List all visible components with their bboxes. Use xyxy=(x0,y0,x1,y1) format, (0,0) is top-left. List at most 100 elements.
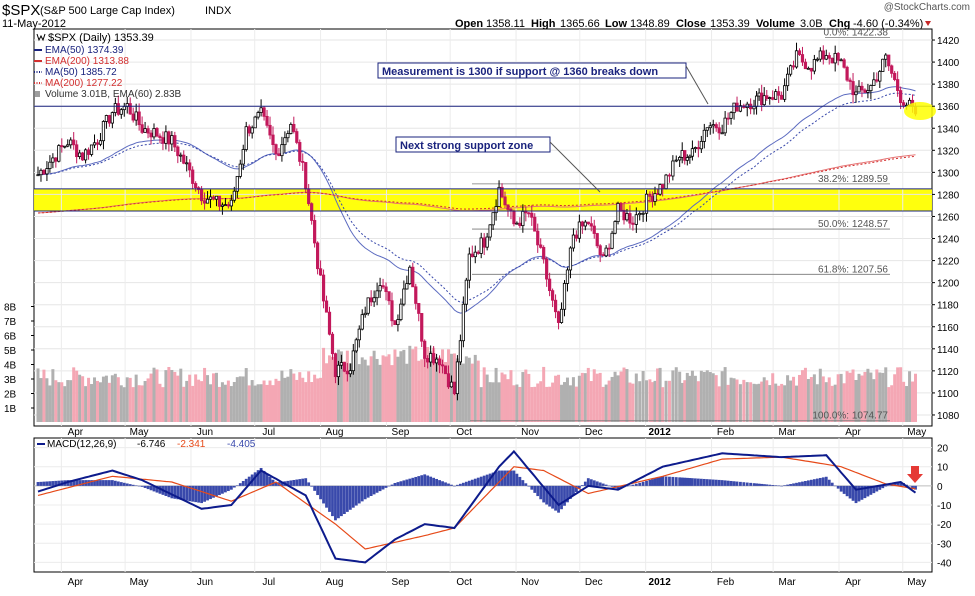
volume-bar xyxy=(259,384,263,422)
macd-hist-bar xyxy=(328,485,331,512)
candle-body xyxy=(589,223,593,227)
candle-body xyxy=(839,59,843,62)
volume-bar xyxy=(752,383,756,422)
macd-hist-bar xyxy=(143,485,147,488)
candle-body xyxy=(283,137,287,146)
candle-body xyxy=(78,152,82,158)
macd-hist-bar xyxy=(381,485,385,490)
volume-bar xyxy=(696,381,700,422)
volume-bar xyxy=(113,373,117,422)
volume-bar xyxy=(863,371,867,422)
macd-hist-bar xyxy=(363,485,367,500)
macd-hist-bar xyxy=(274,482,278,486)
ma200-line xyxy=(37,155,916,214)
volume-bar xyxy=(749,382,753,422)
candle-body xyxy=(863,89,867,93)
volume-bar xyxy=(449,353,453,422)
watermark: @StockCharts.com xyxy=(884,2,970,13)
price-tick-label: 1240 xyxy=(937,235,960,246)
macd-hist-bar xyxy=(683,477,687,486)
price-tick-label: 1120 xyxy=(937,367,959,378)
volume-bar xyxy=(521,372,525,422)
candle-body xyxy=(89,144,94,155)
annotations: Measurement is 1300 if support @ 1360 br… xyxy=(377,62,936,193)
macd-hist-bar xyxy=(742,482,746,486)
volume-bar xyxy=(860,375,864,422)
candle-body xyxy=(378,285,382,292)
volume-bar xyxy=(420,359,424,422)
candle-body xyxy=(568,247,573,271)
macd-hist-bar xyxy=(39,481,43,486)
candle-body xyxy=(226,204,230,207)
volume-bar xyxy=(616,375,620,422)
candle-body xyxy=(191,169,195,184)
candle-glyph-icon xyxy=(36,33,46,42)
macd-hist-bar xyxy=(798,482,801,486)
candle-body xyxy=(521,211,525,227)
volume-bar xyxy=(631,383,635,422)
price-tick-label: 1300 xyxy=(937,168,960,179)
candle-body xyxy=(696,147,700,150)
volume-bar xyxy=(161,387,165,422)
candle-body xyxy=(869,85,873,92)
volume-bar xyxy=(63,386,67,422)
macd-hist-bar xyxy=(801,481,804,486)
volume-bar xyxy=(399,351,403,422)
macd-hist-bar xyxy=(911,485,914,488)
volume-bar xyxy=(887,387,891,422)
price-tick-label: 1340 xyxy=(937,124,960,135)
candle-body xyxy=(51,157,55,163)
volume-tick-label: 6B xyxy=(4,332,17,343)
volume-tick-label: 2B xyxy=(4,390,17,401)
fib-label: 38.2%: 1289.59 xyxy=(818,174,888,185)
macd-tick-label: 20 xyxy=(937,444,949,455)
candle-body xyxy=(86,149,91,155)
volume-bar xyxy=(438,357,442,422)
price-tick-label: 1380 xyxy=(937,80,960,91)
macd-hist-bar xyxy=(699,478,703,486)
macd-hist-bar xyxy=(232,485,236,488)
macd-hist-bar xyxy=(244,478,248,486)
volume-bar xyxy=(542,366,546,422)
macd-hist-bar xyxy=(842,485,846,494)
candle-body xyxy=(881,58,885,72)
volume-bar xyxy=(690,370,694,422)
x-tick-label: May xyxy=(130,577,149,588)
svg-text:1358.11: 1358.11 xyxy=(486,18,525,30)
x-tick-label: Apr xyxy=(68,427,84,438)
candle-body xyxy=(848,79,852,82)
macd-hist-bar xyxy=(574,485,578,492)
macd-hist-bar xyxy=(851,485,855,501)
volume-bar xyxy=(760,381,764,422)
volume-bar xyxy=(678,371,682,422)
candle-body xyxy=(72,139,76,146)
volume-bar xyxy=(560,384,564,422)
macd-hist-bar xyxy=(146,485,150,490)
candle-body xyxy=(396,319,400,326)
svg-text:High: High xyxy=(531,18,556,30)
volume-bar xyxy=(848,372,852,422)
macd-hist-bar xyxy=(688,478,692,486)
volume-bar xyxy=(209,384,213,422)
volume-bar xyxy=(899,367,903,422)
candle-body xyxy=(63,145,67,148)
candle-body xyxy=(372,297,376,303)
volume-bar xyxy=(81,376,85,422)
macd-hist-bar xyxy=(598,482,602,486)
volume-bar xyxy=(354,350,358,422)
volume-bar xyxy=(206,375,210,422)
macd-hist-bar xyxy=(176,485,180,500)
price-tick-label: 1320 xyxy=(937,146,960,157)
macd-hist-bar xyxy=(607,485,611,487)
volume-bar xyxy=(818,368,822,422)
macd-hist-bar xyxy=(658,477,662,486)
candle-body xyxy=(423,340,427,359)
macd-hist-bar xyxy=(765,484,769,486)
macd-hist-bar xyxy=(887,485,891,486)
candle-body xyxy=(530,212,534,218)
volume-bar xyxy=(610,376,614,422)
volume-bar xyxy=(509,370,513,422)
candle-body xyxy=(732,102,736,114)
macd-hist-bar xyxy=(815,478,819,486)
macd-hist-bar xyxy=(334,485,337,521)
